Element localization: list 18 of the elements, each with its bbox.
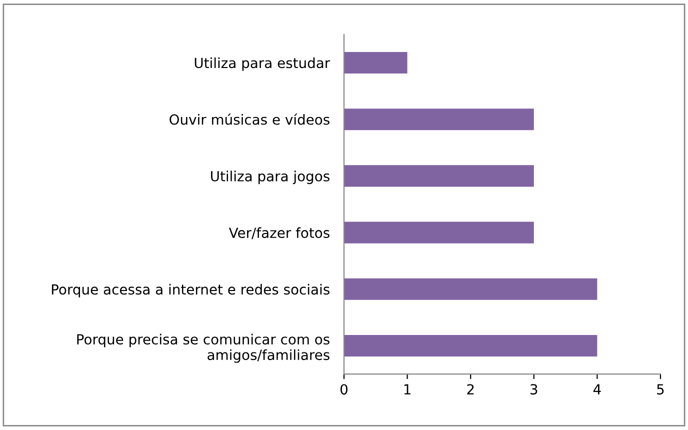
x-tick-label: 4 [593,384,601,394]
y-tick-label: Porque acessa a internet e redes sociais [52,284,330,298]
bar [344,165,534,187]
bar [344,52,408,74]
y-tick-label: Porque precisa se comunicar com os amigos/familiares [77,334,330,363]
y-tick-label: Ouvir músicas e vídeos [170,113,330,125]
x-tick-label: 3 [530,384,538,395]
y-tick-label: Utiliza para estudar [194,57,330,71]
x-tick-label: 0 [340,384,348,395]
bar [344,335,598,357]
y-tick-label: Ver/fazer fotos [228,227,330,240]
bar [344,278,598,300]
x-tick-label: 1 [404,384,410,394]
bar [344,222,534,244]
x-tick-label: 2 [467,384,474,394]
y-tick-label: Utiliza para jogos [211,170,330,184]
bar [344,108,534,130]
x-tick-label: 5 [657,384,664,395]
